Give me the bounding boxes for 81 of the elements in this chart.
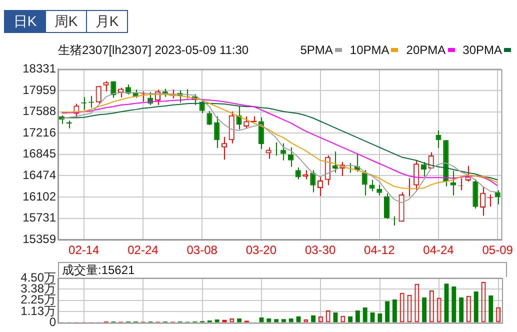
candlestick (310, 170, 316, 193)
candlestick (236, 105, 242, 130)
chart-title: 生猪2307[lh2307] 2023-05-09 11:30 (58, 42, 249, 58)
bar (259, 318, 264, 322)
text: 日K (4, 10, 46, 33)
x-tick-label: 03-20 (246, 243, 277, 258)
candlestick (118, 87, 124, 98)
bar (311, 315, 316, 322)
candlestick (250, 116, 258, 122)
legend-label: 5PMA (300, 43, 333, 57)
x-tick-label: 04-12 (364, 243, 396, 258)
candlestick (214, 116, 220, 148)
y-tick-label: 16102 (22, 189, 56, 204)
x-tick-label: 02-14 (68, 243, 100, 258)
bar (474, 292, 478, 322)
bar (222, 320, 227, 322)
y-tick-label: 18331 (22, 62, 56, 76)
bar (488, 296, 494, 322)
bar (452, 286, 456, 322)
legend-label: 20PMA (406, 43, 446, 57)
y-tick-label: 17216 (22, 125, 56, 140)
x-tick-label: 05-09 (482, 243, 514, 258)
candlestick (228, 111, 234, 144)
candlestick (420, 161, 426, 178)
y-tick-label: 16845 (22, 146, 56, 161)
bar (422, 298, 427, 322)
candlestick (206, 110, 212, 126)
bar (237, 318, 242, 322)
candlestick (244, 116, 250, 129)
y-tick-label: 15359 (22, 232, 56, 246)
candlestick (280, 142, 286, 161)
y-tick-label: 17588 (22, 104, 56, 118)
bar (348, 316, 353, 322)
bar (333, 312, 338, 322)
bar (274, 319, 279, 322)
candlestick (384, 193, 390, 220)
bar (362, 307, 368, 322)
candlestick (465, 165, 471, 182)
x-tick-label: 02-24 (128, 243, 159, 258)
candlestick (110, 80, 116, 98)
candlestick (480, 186, 486, 216)
candlestick (487, 194, 493, 208)
bar (266, 318, 272, 322)
bar (378, 313, 382, 322)
bar (355, 310, 360, 322)
candlestick (472, 178, 478, 210)
y-tick-label: 16474 (22, 168, 56, 182)
x-tick-label: 04-24 (423, 243, 454, 258)
candlestick (96, 85, 102, 104)
bar (392, 300, 397, 322)
candlestick (494, 190, 500, 205)
bar (281, 319, 286, 322)
text: 周K (45, 10, 87, 33)
y-tick-label: 15731 (22, 210, 56, 225)
candlestick (221, 136, 228, 160)
bar (214, 320, 220, 322)
bar (385, 301, 390, 322)
candlestick (324, 154, 330, 186)
bar (370, 312, 375, 322)
bar (444, 284, 449, 322)
x-tick-label: 03-30 (304, 243, 336, 258)
chart-title: 成交量:15621 (58, 262, 507, 277)
legend-label: 30PMA (462, 43, 502, 57)
bar (296, 316, 301, 322)
x-tick-label: 03-08 (186, 243, 218, 258)
candlestick (376, 184, 382, 196)
candlestick (332, 151, 338, 174)
bar (459, 298, 464, 322)
y-tick-label: 4.50万 (20, 270, 56, 284)
y-tick-label: 17959 (22, 82, 56, 97)
candlestick (450, 170, 456, 196)
candlestick (436, 130, 442, 148)
text: 月K (86, 10, 128, 33)
legend-label: 10PMA (350, 43, 390, 57)
candlestick (362, 170, 368, 196)
candlestick (103, 80, 109, 92)
candlestick (295, 167, 301, 180)
bar (288, 318, 294, 322)
candlestick (288, 146, 294, 168)
candlestick (414, 160, 420, 191)
y-tick-label: 0 (49, 315, 56, 330)
